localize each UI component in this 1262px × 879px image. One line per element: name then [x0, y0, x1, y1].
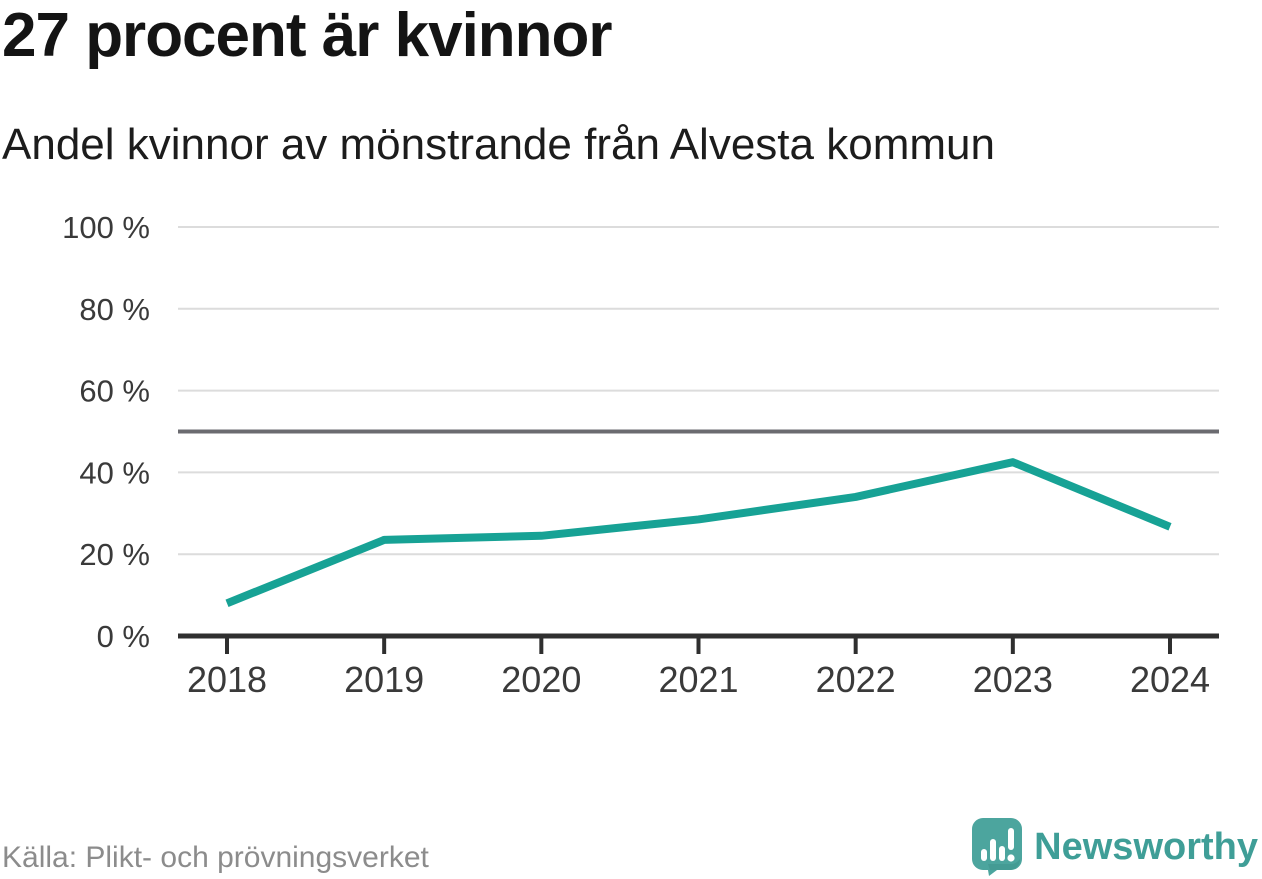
x-tick-label: 2021 [658, 659, 738, 700]
y-tick-label: 40 % [79, 455, 150, 490]
chart-subtitle: Andel kvinnor av mönstrande från Alvesta… [2, 120, 995, 169]
source-note: Källa: Plikt- och prövningsverket [2, 841, 429, 874]
chart-title: 27 procent är kvinnor [2, 1, 613, 70]
x-tick-label: 2018 [187, 659, 267, 700]
newsworthy-logo-icon [972, 818, 1023, 876]
logo-bubble-shade [988, 859, 1021, 870]
logo-bars [981, 828, 1015, 862]
y-tick-label: 80 % [79, 292, 150, 327]
data-line [225, 458, 1172, 607]
y-tick-label: 20 % [79, 537, 150, 572]
brand-lockup: Newsworthy [972, 818, 1258, 876]
x-tick-label: 2023 [973, 659, 1053, 700]
y-tick-label: 100 % [62, 210, 150, 245]
x-tick-label: 2019 [344, 659, 424, 700]
y-tick-label: 60 % [79, 374, 150, 409]
x-tick-label: 2022 [816, 659, 896, 700]
brand-name: Newsworthy [1034, 825, 1258, 868]
x-tick-label: 2020 [501, 659, 581, 700]
x-tick-label: 2024 [1130, 659, 1210, 700]
y-tick-label: 0 % [97, 619, 150, 654]
